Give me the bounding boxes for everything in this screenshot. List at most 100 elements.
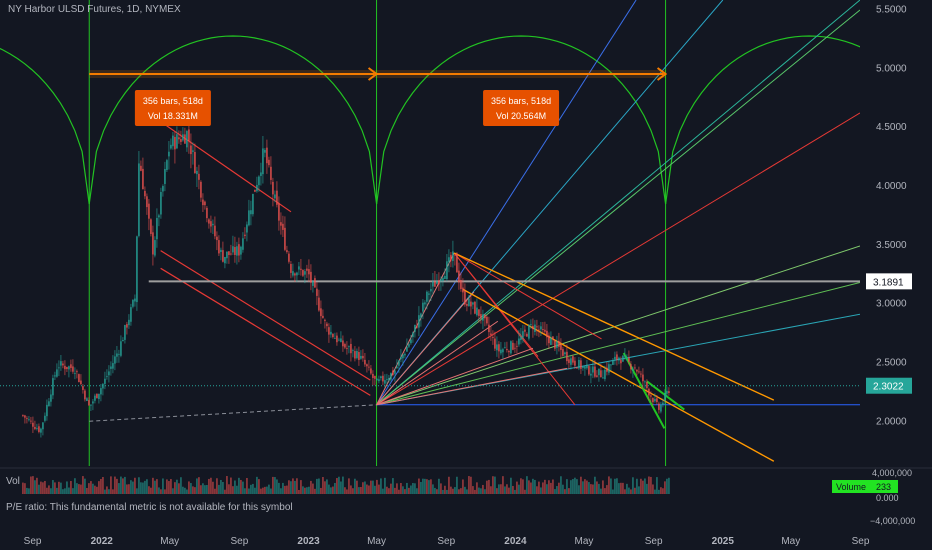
volume-bar [244,488,246,494]
fan-line [376,347,534,406]
volume-bar [402,486,404,494]
fan-line [376,367,568,406]
volume-bar [486,480,488,494]
volume-bar [666,478,668,494]
candle-body [228,251,230,255]
candle-body [274,194,276,199]
candle-body [630,364,632,370]
candle-body [180,139,182,142]
candle-body [304,271,306,275]
candle-body [230,253,232,255]
candle-body [280,222,282,226]
candle-body [60,361,62,366]
candle-body [32,422,34,427]
volume-bar [644,478,646,494]
volume-bar [548,480,550,494]
volume-bar [98,481,100,494]
candle-body [656,398,658,402]
candle-body [232,246,234,253]
volume-bar [374,485,376,494]
volume-bar [172,488,174,494]
volume-bar [664,481,666,494]
candle-body [452,251,454,262]
volume-bar [316,478,318,494]
volume-bar [356,480,358,494]
candle-body [398,360,400,366]
candle-body [638,371,640,373]
fan-line [376,9,860,406]
candle-body [350,343,352,354]
volume-bar [314,488,316,494]
volume-bar [452,488,454,494]
candle-body [628,357,630,362]
candle-body [100,388,102,395]
volume-bar [38,484,40,494]
candle-body [644,381,646,383]
candle-body [484,314,486,319]
candle-body [476,307,478,316]
candle-body [556,341,558,348]
channel-lower-line [160,267,371,396]
candle-body [120,341,122,356]
price-axis-tick: 4.0000 [876,181,907,192]
candle-body [420,313,422,318]
candle-body [416,326,418,328]
candle-body [412,332,414,338]
volume-bar [218,484,220,494]
candle-body [252,193,254,215]
volume-bar [248,488,250,494]
time-axis-tick: May [781,536,800,547]
volume-bar [330,487,332,494]
candle-body [646,381,648,389]
volume-bar [350,485,352,494]
volume-bar [466,489,468,494]
candle-body [610,364,612,366]
volume-bar [668,477,670,494]
volume-bar [292,478,294,494]
candle-body [268,159,270,166]
candle-body [620,360,622,364]
volume-bar [254,487,256,494]
volume-bar [616,478,618,494]
candle-body [84,390,86,400]
volume-bar [518,484,520,494]
volume-bar [160,489,162,494]
volume-bar [342,476,344,494]
candle-body [98,393,100,400]
candle-body [310,271,312,283]
cycle-arc [88,35,378,205]
candle-body [116,353,118,357]
volume-bar [426,479,428,494]
candle-body [616,354,618,360]
volume-bar [438,478,440,494]
candle-body [262,148,264,175]
candle-body [570,358,572,365]
volume-bar [392,478,394,494]
candle-body [50,394,52,402]
price-axis-tick: 3.5000 [876,240,907,251]
volume-bar [360,487,362,494]
candle-body [596,375,598,377]
volume-bar [334,482,336,494]
candle-body [136,236,138,303]
volume-bar [266,486,268,494]
volume-bar [536,486,538,494]
volume-bar [604,488,606,494]
volume-bar [492,476,494,494]
volume-bar [378,484,380,494]
volume-bar [398,489,400,494]
volume-bar [366,484,368,494]
candle-body [162,186,164,192]
candle-body [520,336,522,341]
volume-bar [188,481,190,494]
candle-body [446,261,448,280]
candle-body [666,390,668,394]
volume-bar [542,482,544,494]
volume-bar [290,481,292,494]
volume-bar [138,477,140,494]
volume-bar [140,482,142,494]
candle-body [106,376,108,378]
volume-bar [608,476,610,494]
candle-body [130,307,132,322]
